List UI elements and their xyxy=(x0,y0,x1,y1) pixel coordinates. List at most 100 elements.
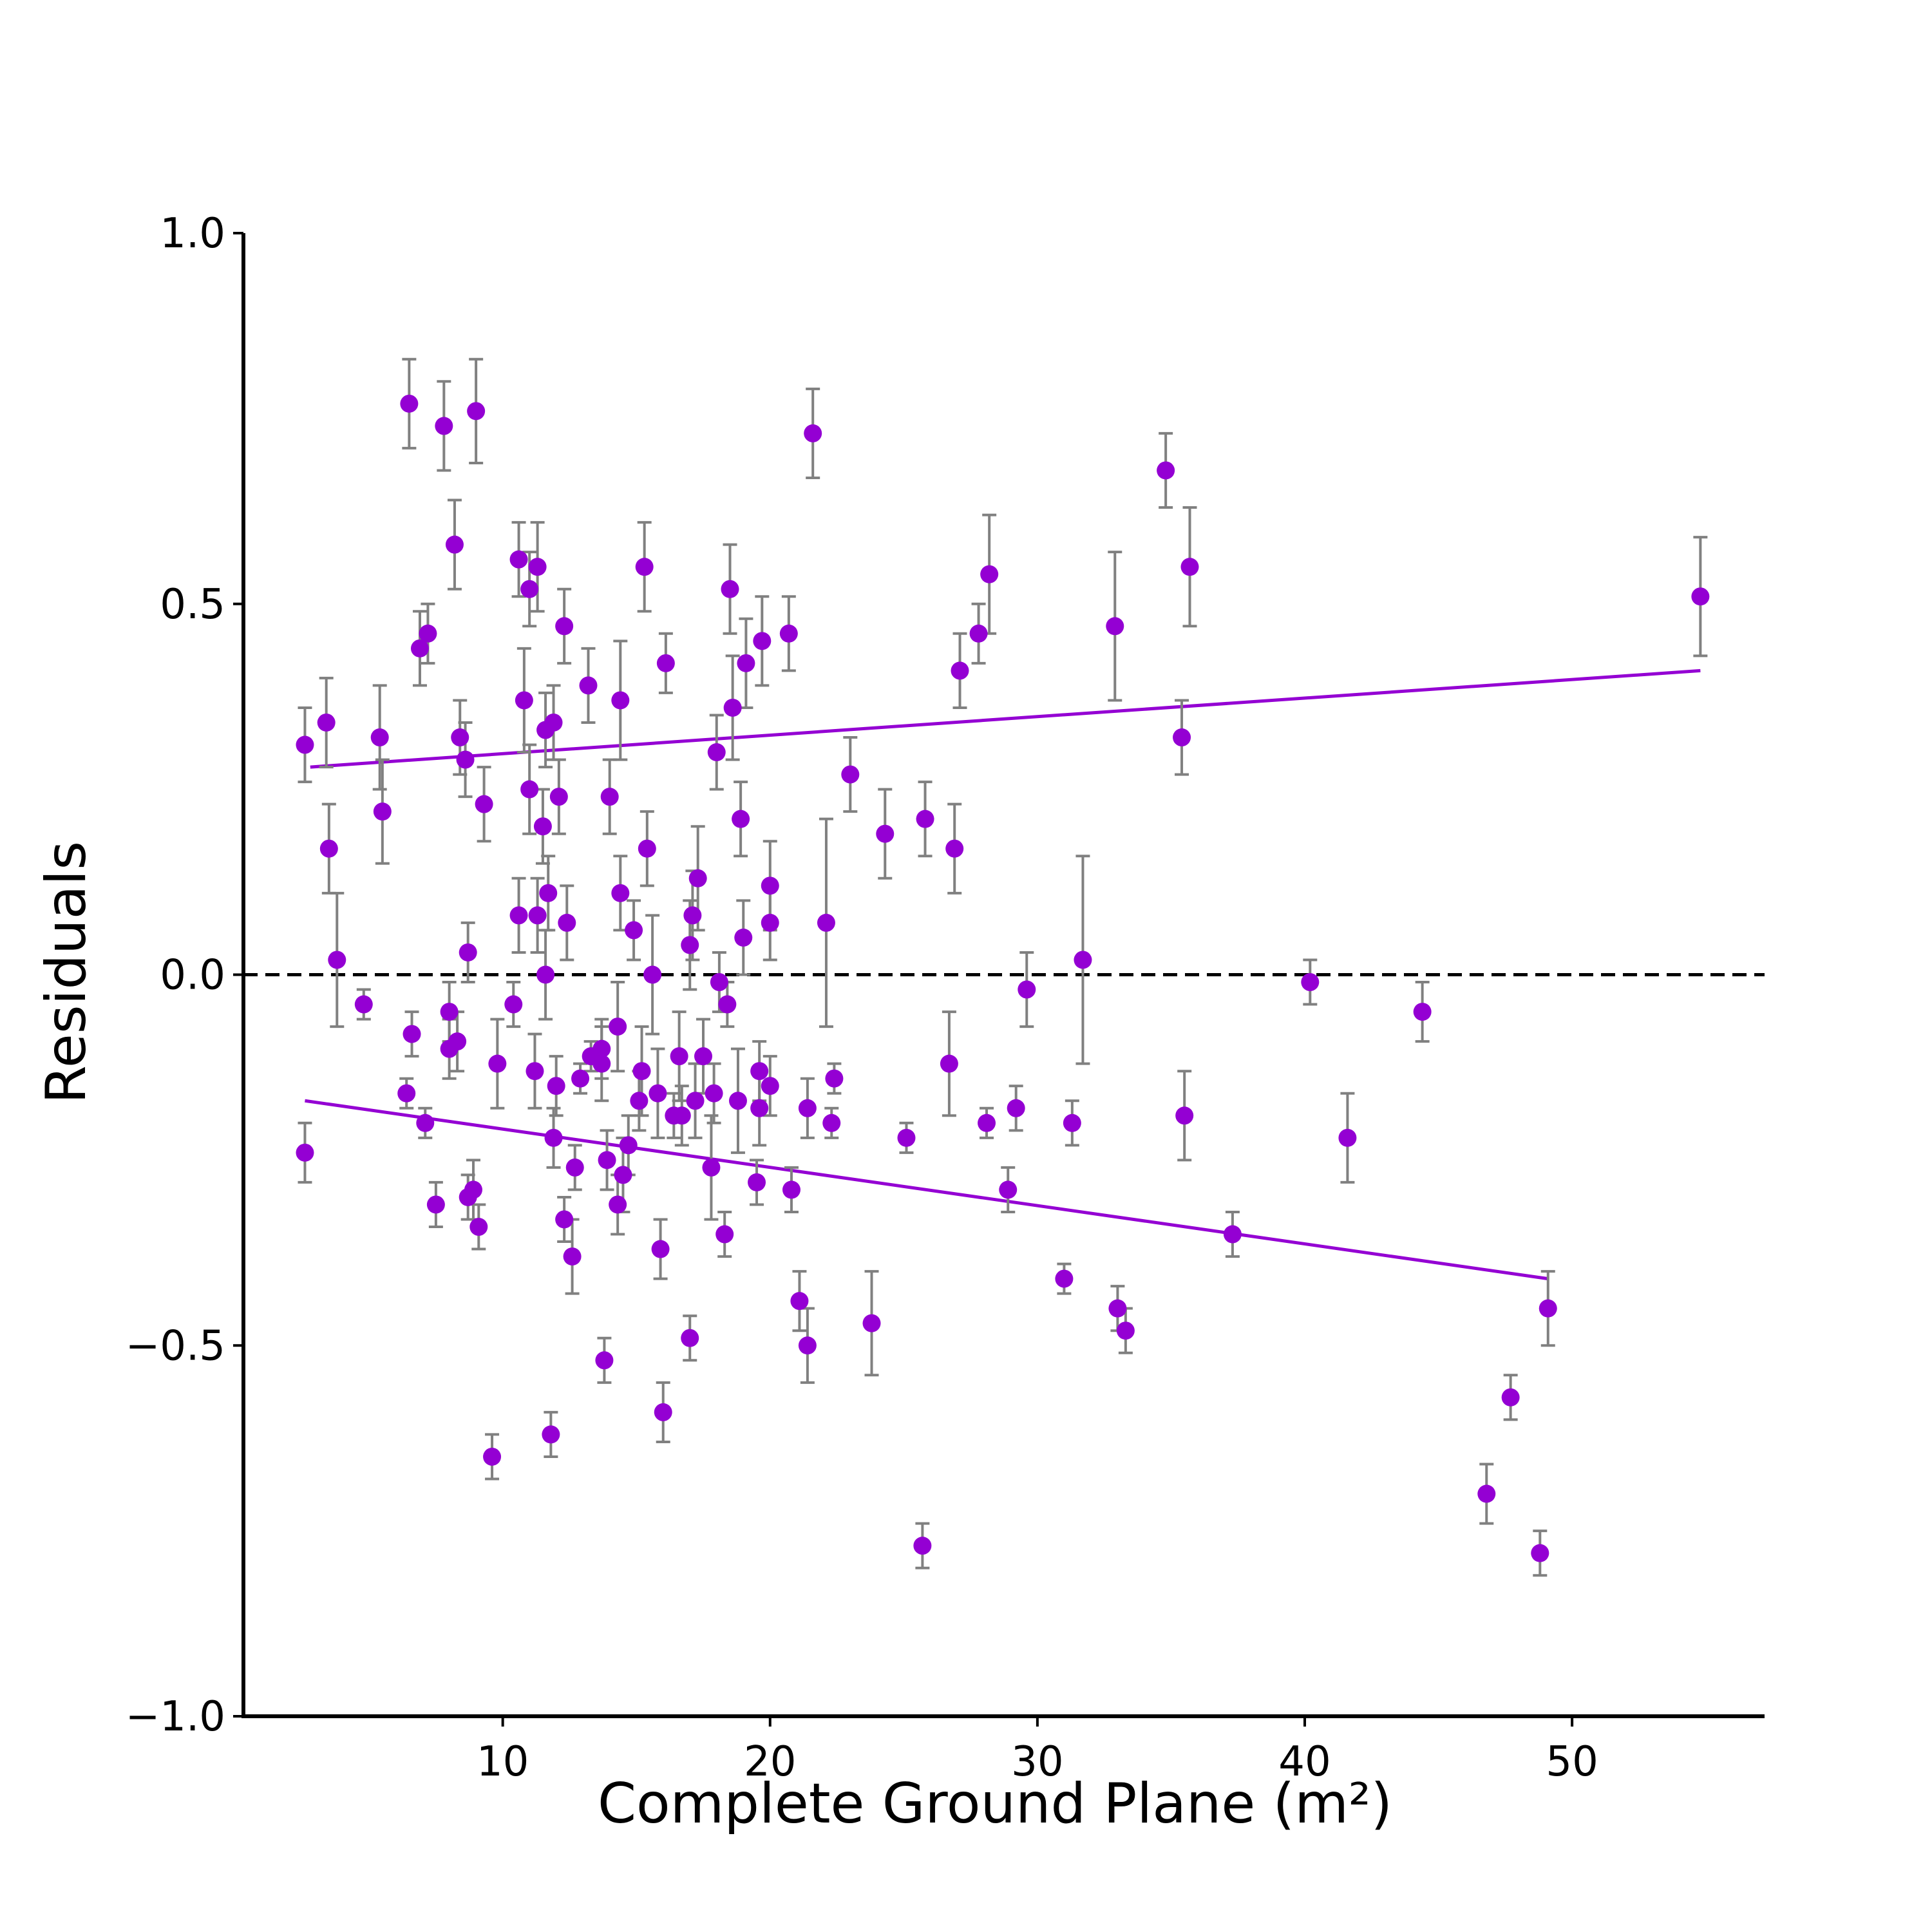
data-point xyxy=(798,1099,817,1117)
data-point xyxy=(980,565,999,583)
data-point xyxy=(544,713,563,732)
data-point xyxy=(734,928,753,947)
data-point xyxy=(681,936,699,954)
data-point xyxy=(748,1173,766,1191)
data-point xyxy=(969,624,988,643)
data-point xyxy=(710,973,728,992)
data-point xyxy=(456,750,475,769)
data-point xyxy=(732,810,750,828)
data-point xyxy=(916,810,934,828)
data-point xyxy=(520,580,539,598)
data-point xyxy=(528,558,547,576)
data-point xyxy=(475,795,493,813)
data-point xyxy=(822,1113,841,1132)
trend-line-1 xyxy=(310,668,1701,769)
data-point xyxy=(328,951,346,969)
data-point xyxy=(402,1025,421,1043)
data-point xyxy=(354,995,373,1014)
data-point xyxy=(638,839,656,858)
data-point xyxy=(978,1113,996,1132)
data-point xyxy=(715,1225,734,1244)
data-point xyxy=(459,943,477,961)
data-point xyxy=(1108,1299,1127,1318)
data-point xyxy=(467,402,486,421)
data-point xyxy=(600,788,619,806)
data-point xyxy=(370,728,389,747)
data-point xyxy=(416,1113,435,1132)
data-point xyxy=(1501,1388,1520,1406)
data-point xyxy=(609,1018,627,1036)
data-point xyxy=(1301,973,1320,992)
data-point xyxy=(483,1447,502,1466)
data-point xyxy=(509,550,528,569)
data-point xyxy=(464,1180,482,1199)
data-point xyxy=(296,735,314,754)
data-point xyxy=(635,558,654,576)
data-point xyxy=(632,1062,651,1081)
y-tick-label: −0.5 xyxy=(126,1322,225,1370)
data-point xyxy=(614,1166,632,1184)
trend-line-2 xyxy=(305,1099,1549,1281)
data-point xyxy=(625,921,643,940)
data-point xyxy=(435,417,453,435)
data-point xyxy=(448,1032,467,1051)
data-point xyxy=(619,1136,638,1155)
data-point xyxy=(897,1128,916,1147)
data-point xyxy=(526,1062,544,1081)
data-point xyxy=(1063,1113,1081,1132)
data-point xyxy=(1116,1321,1135,1340)
data-point xyxy=(718,995,737,1014)
x-tick-label: 20 xyxy=(744,1738,796,1786)
data-point xyxy=(753,632,772,650)
data-point xyxy=(779,624,798,643)
data-point xyxy=(451,728,469,747)
data-point xyxy=(410,639,429,658)
data-point xyxy=(558,913,576,932)
data-point xyxy=(817,913,835,932)
data-point xyxy=(1106,617,1124,636)
data-point xyxy=(688,869,707,887)
data-point xyxy=(571,1069,590,1088)
data-points-layer xyxy=(296,394,1710,1562)
y-tick-label: 0.5 xyxy=(160,581,225,629)
data-point xyxy=(721,580,739,598)
data-point xyxy=(1157,461,1175,480)
data-point xyxy=(670,1047,688,1066)
x-tick-label: 50 xyxy=(1546,1738,1598,1786)
data-point xyxy=(1539,1299,1557,1318)
data-point xyxy=(598,1151,616,1170)
data-point xyxy=(694,1047,712,1066)
data-point xyxy=(790,1292,809,1311)
data-point xyxy=(609,1195,627,1214)
data-point xyxy=(555,617,574,636)
data-point xyxy=(520,780,539,799)
data-point xyxy=(440,1003,459,1021)
data-point xyxy=(504,995,523,1014)
x-tick-label: 10 xyxy=(477,1738,529,1786)
trend-lines-layer xyxy=(305,668,1701,1281)
data-point xyxy=(761,1077,779,1095)
ticks-layer: 10 20 30 40 50 −1.0 −0.5 0.0 0.5 1.0 xyxy=(126,210,1598,1786)
data-point xyxy=(397,1084,416,1103)
data-point xyxy=(651,1240,670,1258)
data-point xyxy=(536,965,555,984)
data-point xyxy=(509,906,528,925)
y-tick-label: 1.0 xyxy=(160,210,225,258)
data-point xyxy=(804,424,822,442)
data-point xyxy=(1338,1128,1357,1147)
data-point xyxy=(488,1054,507,1073)
data-point xyxy=(1477,1484,1496,1503)
data-point xyxy=(611,884,630,902)
data-point xyxy=(1180,558,1199,576)
data-point xyxy=(798,1336,817,1355)
data-point xyxy=(319,839,338,858)
data-point xyxy=(656,654,675,672)
data-point xyxy=(426,1195,445,1214)
data-point xyxy=(940,1054,958,1073)
data-point xyxy=(750,1099,769,1117)
data-point xyxy=(592,1039,611,1058)
data-point xyxy=(643,965,662,984)
data-point xyxy=(1531,1544,1549,1562)
data-point xyxy=(1074,951,1092,969)
